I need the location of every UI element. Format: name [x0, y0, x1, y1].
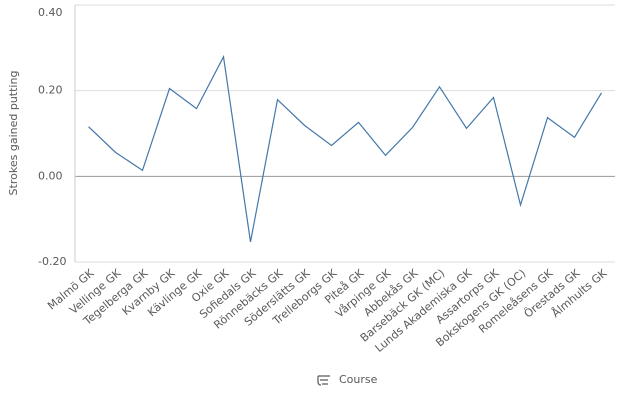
y-tick-label: -0.20 — [38, 255, 66, 268]
x-axis-label: Course — [339, 373, 378, 386]
field-icon — [317, 375, 330, 386]
y-axis-label: Strokes gained putting — [7, 71, 20, 196]
x-axis-title[interactable]: Course — [317, 373, 378, 386]
y-tick-label: 0.20 — [38, 84, 63, 97]
y-tick-label: 0.40 — [38, 6, 63, 19]
y-tick-label: 0.00 — [38, 169, 63, 182]
data-line — [88, 54, 603, 242]
